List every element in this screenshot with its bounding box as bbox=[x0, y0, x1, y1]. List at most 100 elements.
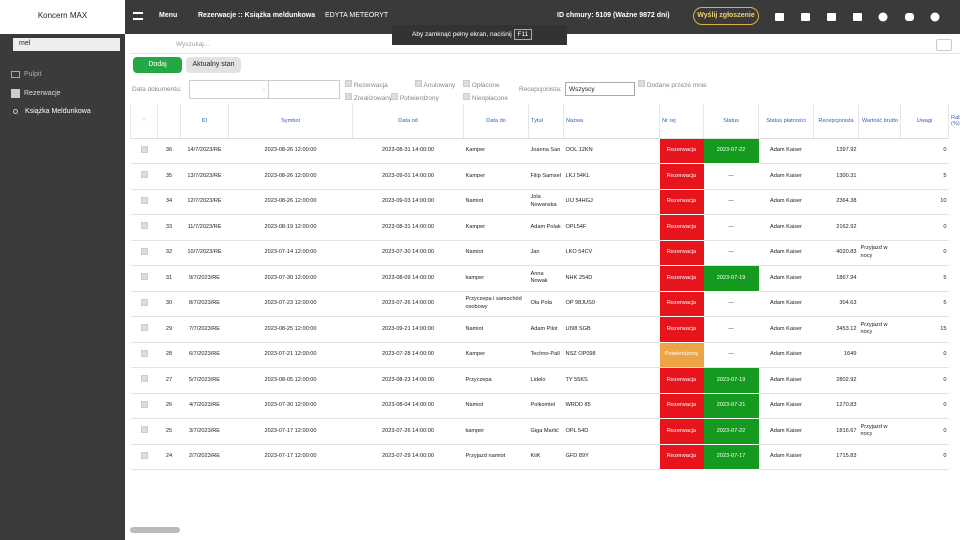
cell bbox=[130, 291, 158, 317]
checkbox[interactable] bbox=[140, 196, 148, 204]
checkbox[interactable] bbox=[345, 80, 352, 87]
user: EDYTA METEORYT bbox=[325, 12, 389, 19]
cell-from: 2023-07-21 12:00:00 bbox=[228, 342, 353, 368]
checkbox[interactable] bbox=[140, 451, 148, 459]
cell-status: Rezerwacja bbox=[659, 444, 704, 470]
column-header[interactable]: Data do bbox=[463, 104, 529, 139]
receptionist-select[interactable]: Wszyscy bbox=[565, 82, 635, 96]
checkbox[interactable] bbox=[638, 80, 645, 87]
cell-from: 2023-08-26 12:00:00 bbox=[228, 163, 353, 190]
column-header[interactable]: Status bbox=[703, 104, 759, 139]
checkbox[interactable] bbox=[463, 80, 470, 87]
checkbox[interactable] bbox=[140, 247, 148, 255]
checkbox[interactable] bbox=[140, 171, 148, 179]
cell-gross: 2802.92 bbox=[813, 367, 859, 394]
label: Dodane przeze mnie bbox=[646, 82, 707, 89]
checkbox[interactable] bbox=[463, 93, 470, 100]
checkbox[interactable] bbox=[391, 93, 398, 100]
cell-gross: 2162.92 bbox=[813, 214, 859, 241]
menu-search[interactable]: mel bbox=[13, 38, 120, 51]
column-header[interactable]: Tytuł bbox=[528, 104, 564, 139]
row: 34 12/7/2023/RE 2023-08-26 12:00:00 2023-09… bbox=[130, 189, 949, 215]
checkbox-filter[interactable]: Potwierdzony bbox=[391, 93, 439, 102]
cell-notes bbox=[858, 342, 901, 368]
checkbox[interactable] bbox=[140, 426, 148, 434]
checkbox-col bbox=[157, 104, 181, 139]
cell-id: 32 bbox=[157, 240, 181, 266]
state-button[interactable]: Aktualny stan bbox=[186, 57, 241, 73]
date-input[interactable] bbox=[189, 80, 269, 99]
column-header[interactable]: Status płatności bbox=[758, 104, 814, 139]
menu[interactable]: Menu bbox=[159, 12, 178, 19]
nav-item[interactable]: Pulpit bbox=[24, 71, 42, 78]
cloud-id[interactable]: ID chmury: 5109 (Ważne 9872 dni) bbox=[557, 12, 670, 19]
report-button[interactable]: Wyślij zgłoszenie bbox=[693, 7, 759, 25]
date-sep: - bbox=[263, 86, 266, 93]
cell-status: Rezerwacja bbox=[659, 291, 704, 317]
label: Nieopłacone bbox=[471, 95, 508, 102]
cell-to: 2023-08-31 14:00:00 bbox=[352, 138, 464, 164]
cell-plate: NHK 254D bbox=[563, 265, 660, 292]
filter-label: Data dokumentu: bbox=[132, 86, 182, 93]
checkbox-filter[interactable]: Anulowany bbox=[415, 80, 455, 89]
search[interactable]: Wyszukaj... bbox=[176, 41, 210, 48]
checkbox[interactable] bbox=[140, 273, 148, 281]
checkbox-filter[interactable]: Zrealizowany bbox=[345, 93, 392, 102]
cell-to: 2023-09-21 14:00:00 bbox=[352, 316, 464, 343]
checkbox[interactable] bbox=[140, 349, 148, 357]
checkbox[interactable] bbox=[140, 145, 148, 153]
checkbox[interactable] bbox=[140, 298, 148, 306]
hamburger[interactable] bbox=[133, 12, 143, 20]
nav-item[interactable]: Rezerwacje bbox=[24, 90, 61, 97]
column-header[interactable]: Wartość brutto bbox=[858, 104, 901, 139]
mine-filter[interactable]: Dodane przeze mnie bbox=[638, 80, 707, 89]
checkbox-filter[interactable]: Opłacone bbox=[463, 80, 500, 89]
cell-symbol: 13/7/2023/RE bbox=[180, 163, 229, 190]
breadcrumb: Rezerwacje :: Książka meldunkowa bbox=[198, 12, 316, 19]
cell-id: 27 bbox=[157, 367, 181, 394]
cell-payment: --- bbox=[703, 316, 759, 343]
column-header[interactable]: Recepcjonista bbox=[813, 104, 859, 139]
column-header[interactable]: Uwagi bbox=[900, 104, 949, 139]
checkbox[interactable] bbox=[140, 400, 148, 408]
cell-notes bbox=[858, 291, 901, 317]
cell-name: Joanna San bbox=[528, 138, 564, 164]
date-input[interactable] bbox=[268, 80, 340, 99]
scrollbar[interactable] bbox=[130, 527, 180, 533]
checkbox[interactable] bbox=[140, 324, 148, 332]
column-header[interactable]: Nr rej bbox=[659, 104, 704, 139]
cell-name: Ola Pola bbox=[528, 291, 564, 317]
cell-gross: 4020.83 bbox=[813, 240, 859, 266]
cell-discount: 0 bbox=[900, 214, 949, 241]
add-button[interactable]: Dodaj bbox=[133, 57, 182, 73]
cell-plate: OPL 54D bbox=[563, 418, 660, 445]
cell-status: Rezerwacja bbox=[659, 163, 704, 190]
cell-from: 2023-08-19 12:00:00 bbox=[228, 214, 353, 241]
nav-item[interactable]: Książka Meldunkowa bbox=[25, 108, 91, 115]
checkbox-filter[interactable]: Nieopłacone bbox=[463, 93, 508, 102]
label: Opłacone bbox=[471, 82, 500, 89]
cell-notes: Przyjazd w nocy bbox=[858, 240, 901, 266]
column-header[interactable]: Symbol bbox=[228, 104, 353, 139]
icon bbox=[11, 71, 20, 78]
column-header[interactable]: ID bbox=[180, 104, 229, 139]
cell bbox=[130, 214, 158, 241]
cell-from: 2023-07-23 12:00:00 bbox=[228, 291, 353, 317]
cell-to: 2023-07-30 14:00:00 bbox=[352, 240, 464, 266]
checkbox-filter[interactable]: Rezerwacja bbox=[345, 80, 388, 89]
cell-plate: UI98 SGB bbox=[563, 316, 660, 343]
cell-status: Rezerwacja bbox=[659, 367, 704, 394]
checkbox[interactable] bbox=[415, 80, 422, 87]
cell-id: 33 bbox=[157, 214, 181, 241]
column-header[interactable]: Nazwa bbox=[563, 104, 660, 139]
checkbox[interactable] bbox=[345, 93, 352, 100]
checkbox[interactable] bbox=[140, 375, 148, 383]
cell-id: 26 bbox=[157, 393, 181, 419]
row: 36 14/7/2023/RE 2023-08-26 12:00:00 2023-08… bbox=[130, 138, 949, 164]
menu-col[interactable]: ⋮ bbox=[130, 104, 158, 139]
checkbox[interactable] bbox=[140, 222, 148, 230]
column-header[interactable]: Data od bbox=[352, 104, 464, 139]
refresh[interactable] bbox=[936, 39, 952, 51]
cell-name: Polkomtel bbox=[528, 393, 564, 419]
cell-title: Namiot bbox=[463, 393, 529, 419]
